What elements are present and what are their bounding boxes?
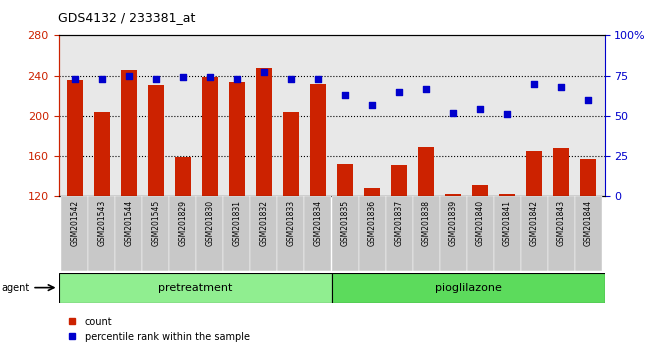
Point	[556, 84, 566, 90]
Text: GSM201834: GSM201834	[313, 200, 322, 246]
Bar	[364, 188, 380, 317]
Bar	[467, 196, 494, 271]
Text: GSM201542: GSM201542	[70, 200, 79, 246]
Bar	[526, 151, 542, 317]
Point	[70, 76, 80, 82]
Point	[367, 102, 377, 108]
Point	[313, 76, 323, 82]
Point	[177, 74, 188, 80]
Text: GSM201837: GSM201837	[395, 200, 404, 246]
Bar	[418, 147, 434, 317]
Bar	[202, 77, 218, 317]
Bar	[385, 196, 413, 271]
Text: GSM201835: GSM201835	[341, 200, 350, 246]
Bar	[580, 159, 597, 317]
Text: GSM201832: GSM201832	[259, 200, 268, 246]
Point	[421, 86, 432, 91]
Text: GSM201839: GSM201839	[448, 200, 458, 246]
Point	[124, 73, 134, 79]
Bar	[332, 273, 604, 303]
Bar	[445, 194, 462, 317]
Bar	[413, 196, 439, 271]
Text: GSM201842: GSM201842	[530, 200, 539, 246]
Bar	[229, 82, 245, 317]
Bar	[553, 148, 569, 317]
Bar	[337, 164, 353, 317]
Bar	[548, 196, 575, 271]
Bar	[148, 85, 164, 317]
Text: GSM201543: GSM201543	[98, 200, 106, 246]
Bar	[224, 196, 250, 271]
Bar	[494, 196, 521, 271]
Text: agent: agent	[1, 282, 29, 293]
Bar	[391, 165, 407, 317]
Bar	[304, 196, 332, 271]
Text: GDS4132 / 233381_at: GDS4132 / 233381_at	[58, 11, 196, 24]
Point	[448, 110, 458, 115]
Bar	[332, 196, 359, 271]
Bar	[121, 70, 137, 317]
Bar	[66, 80, 83, 317]
Text: GSM201831: GSM201831	[233, 200, 241, 246]
Point	[97, 76, 107, 82]
Text: GSM201844: GSM201844	[584, 200, 593, 246]
Bar	[115, 196, 142, 271]
Bar	[283, 112, 299, 317]
Text: pioglilazone: pioglilazone	[435, 282, 501, 293]
Text: GSM201836: GSM201836	[367, 200, 376, 246]
Legend: count, percentile rank within the sample: count, percentile rank within the sample	[63, 313, 254, 346]
Bar	[142, 196, 169, 271]
Bar	[61, 196, 88, 271]
Point	[394, 89, 404, 95]
Text: GSM201838: GSM201838	[422, 200, 430, 246]
Bar	[58, 273, 332, 303]
Bar	[575, 196, 602, 271]
Point	[205, 74, 215, 80]
Bar	[250, 196, 278, 271]
Point	[529, 81, 539, 87]
Point	[286, 76, 296, 82]
Text: GSM201843: GSM201843	[557, 200, 566, 246]
Text: GSM201830: GSM201830	[205, 200, 214, 246]
Bar	[169, 196, 196, 271]
Point	[259, 70, 269, 75]
Point	[475, 107, 486, 112]
Bar	[256, 68, 272, 317]
Point	[583, 97, 593, 103]
Point	[151, 76, 161, 82]
Text: GSM201545: GSM201545	[151, 200, 161, 246]
Bar	[310, 84, 326, 317]
Bar	[439, 196, 467, 271]
Text: GSM201833: GSM201833	[287, 200, 296, 246]
Point	[502, 112, 512, 117]
Text: GSM201840: GSM201840	[476, 200, 485, 246]
Point	[340, 92, 350, 98]
Bar	[472, 185, 488, 317]
Bar	[88, 196, 115, 271]
Bar	[196, 196, 224, 271]
Bar	[278, 196, 304, 271]
Text: GSM201829: GSM201829	[178, 200, 187, 246]
Bar	[94, 112, 110, 317]
Bar	[175, 157, 191, 317]
Text: pretreatment: pretreatment	[158, 282, 232, 293]
Text: GSM201841: GSM201841	[502, 200, 512, 246]
Bar	[359, 196, 385, 271]
Bar	[499, 194, 515, 317]
Bar	[521, 196, 548, 271]
Text: GSM201544: GSM201544	[124, 200, 133, 246]
Point	[231, 76, 242, 82]
